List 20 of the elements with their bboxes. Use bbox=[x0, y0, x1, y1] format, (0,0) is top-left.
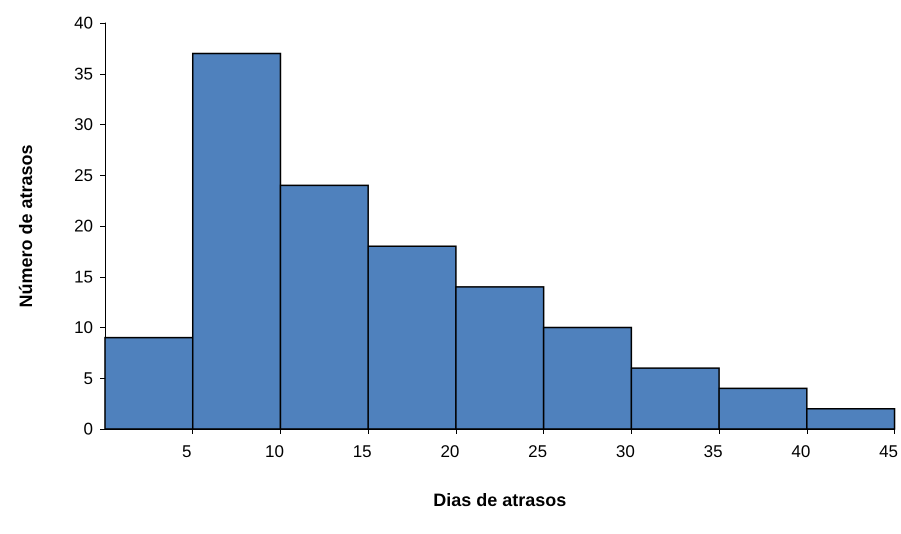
x-tick-label: 30 bbox=[616, 442, 635, 461]
y-axis-title: Número de atrasos bbox=[16, 144, 36, 308]
y-tick-label: 0 bbox=[84, 420, 93, 438]
y-tick-label: 15 bbox=[74, 267, 93, 286]
x-axis-title: Dias de atrasos bbox=[433, 490, 566, 510]
y-tick-label: 30 bbox=[74, 115, 93, 134]
x-tick-label: 5 bbox=[182, 442, 192, 461]
y-tick-label: 20 bbox=[74, 216, 93, 236]
x-tick-label: 40 bbox=[791, 442, 810, 461]
x-tick-label: 25 bbox=[528, 442, 548, 461]
y-tick-label: 10 bbox=[74, 318, 93, 337]
x-tick-label: 15 bbox=[352, 442, 372, 461]
x-tick-label: 35 bbox=[704, 442, 723, 461]
x-tick-label: 45 bbox=[879, 442, 898, 461]
x-tick-label: 10 bbox=[264, 442, 284, 461]
y-tick-label: 25 bbox=[74, 166, 93, 185]
y-tick-label: 35 bbox=[74, 64, 93, 84]
y-tick-label: 5 bbox=[84, 368, 93, 388]
y-tick-label: 40 bbox=[74, 14, 93, 32]
x-tick-label: 20 bbox=[440, 442, 460, 461]
